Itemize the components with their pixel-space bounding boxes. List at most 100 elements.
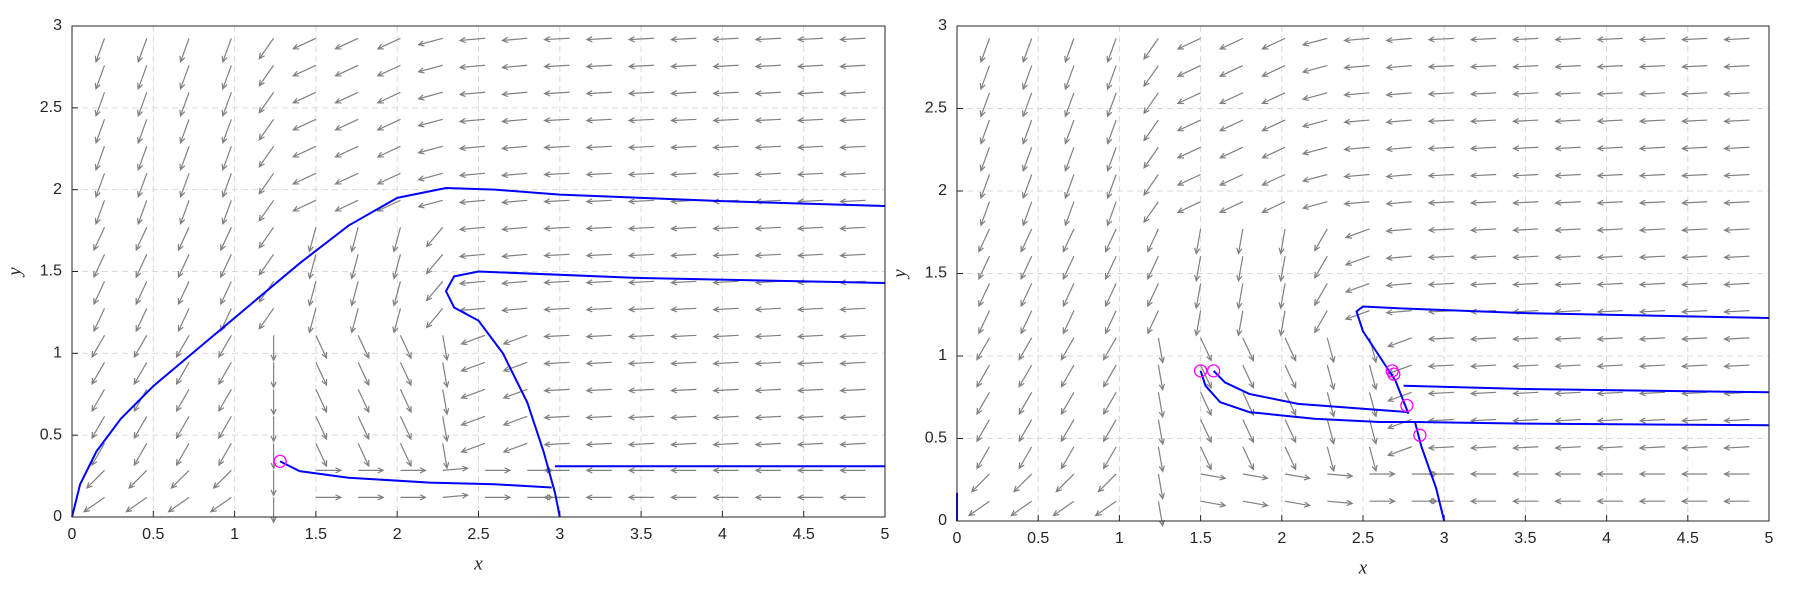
vector-arrow xyxy=(1638,254,1666,261)
vector-arrow xyxy=(1344,282,1370,294)
vector-arrow xyxy=(1680,281,1708,288)
vector-arrow xyxy=(392,254,402,280)
vector-arrow xyxy=(1638,335,1666,343)
vector-arrow xyxy=(1218,92,1244,105)
vector-arrow xyxy=(91,389,106,413)
vector-arrow xyxy=(979,147,991,173)
vector-arrow xyxy=(1469,254,1497,261)
vector-arrow xyxy=(399,362,412,387)
vector-arrow xyxy=(399,443,412,468)
vector-arrow xyxy=(1194,228,1202,255)
vector-arrow xyxy=(1554,36,1581,43)
vector-arrow xyxy=(220,281,232,306)
vector-arrow xyxy=(1021,147,1033,173)
vector-arrow xyxy=(1278,228,1286,255)
vector-arrow xyxy=(1261,119,1286,132)
vector-arrow xyxy=(754,333,781,340)
y-tick-label: 2 xyxy=(938,182,947,199)
vector-arrow xyxy=(1469,90,1497,98)
vector-arrow xyxy=(1638,90,1666,98)
vector-arrow xyxy=(334,145,359,158)
vector-arrow xyxy=(1680,308,1708,315)
vector-arrow xyxy=(1055,473,1075,493)
x-tick-label: 4.5 xyxy=(1677,530,1699,547)
vector-arrow xyxy=(1369,498,1396,505)
vector-arrow xyxy=(839,198,866,205)
vector-arrow xyxy=(1064,119,1075,145)
vector-arrow xyxy=(543,494,570,501)
vector-arrow xyxy=(1427,145,1454,152)
vector-arrow xyxy=(1680,254,1708,261)
vector-arrow xyxy=(1554,390,1581,397)
vector-arrow xyxy=(1596,390,1623,397)
vector-arrow xyxy=(978,310,991,335)
vector-arrow xyxy=(1596,498,1623,505)
vector-arrow xyxy=(1261,92,1286,105)
vector-arrow xyxy=(1680,417,1708,424)
vector-arrow xyxy=(1021,119,1033,145)
vector-arrow xyxy=(1097,473,1117,493)
vector-arrow xyxy=(177,308,190,333)
vector-arrow xyxy=(291,145,317,158)
vector-arrow xyxy=(1469,470,1497,478)
vector-arrow xyxy=(1596,145,1623,152)
vector-arrow xyxy=(1385,227,1412,234)
vector-arrow xyxy=(754,225,781,232)
vector-arrow xyxy=(1427,281,1454,288)
vector-arrow xyxy=(754,306,781,313)
vector-arrow xyxy=(712,225,739,232)
vector-arrow xyxy=(270,362,277,389)
vector-arrow xyxy=(543,117,570,124)
vector-arrow xyxy=(425,307,444,329)
vector-arrow xyxy=(1020,228,1033,253)
vector-arrow xyxy=(425,226,444,248)
vector-arrow xyxy=(1638,172,1666,179)
vector-arrow xyxy=(1369,470,1396,478)
vector-arrow xyxy=(1427,362,1454,370)
vector-arrow xyxy=(501,63,528,71)
vector-arrow xyxy=(177,254,190,279)
vector-arrow xyxy=(417,199,443,209)
vector-arrow xyxy=(1200,392,1212,417)
vector-arrow xyxy=(754,144,781,151)
vector-arrow xyxy=(221,65,232,91)
vector-arrow xyxy=(796,36,824,43)
vector-arrow xyxy=(94,146,106,172)
vector-arrow xyxy=(712,360,739,367)
vector-arrow xyxy=(315,362,328,387)
vector-arrow xyxy=(967,500,990,517)
vector-arrow xyxy=(175,335,190,359)
vector-arrow xyxy=(796,467,824,474)
vector-arrow xyxy=(1469,63,1497,70)
vector-arrow xyxy=(1326,392,1336,418)
vector-arrow xyxy=(1147,310,1159,335)
vector-arrow xyxy=(442,362,450,389)
vector-arrow xyxy=(1368,446,1378,473)
vector-arrow xyxy=(585,171,612,178)
vector-arrow xyxy=(1386,391,1412,403)
plot: 0 0.5 1 1.5 2 2.5 3 3.5 4 4.5 5 0 0.5 1 1.5 2 2.5 3 x y xyxy=(889,17,1773,578)
vector-arrow xyxy=(458,198,486,206)
vector-arrow xyxy=(93,308,106,333)
vector-arrow xyxy=(712,333,739,340)
vector-arrow xyxy=(1157,501,1165,528)
vector-arrow xyxy=(357,416,370,441)
vector-arrow xyxy=(1060,364,1075,388)
vector-arrow xyxy=(754,252,781,259)
vector-arrow xyxy=(357,389,370,414)
vector-arrow xyxy=(458,63,486,71)
vector-arrow xyxy=(485,467,512,474)
vector-arrow xyxy=(460,388,486,400)
trajectory xyxy=(71,187,886,518)
vector-arrow xyxy=(94,173,106,199)
vector-arrow xyxy=(627,467,655,474)
vector-arrow xyxy=(1512,226,1539,234)
vector-arrow xyxy=(133,335,148,359)
vector-arrow xyxy=(670,144,697,151)
vector-arrow xyxy=(1368,419,1378,446)
vector-arrow xyxy=(1314,283,1328,307)
vector-arrow xyxy=(1512,390,1539,397)
vector-arrow xyxy=(270,470,277,497)
vector-arrow xyxy=(754,36,781,43)
vector-arrow xyxy=(1385,281,1412,289)
